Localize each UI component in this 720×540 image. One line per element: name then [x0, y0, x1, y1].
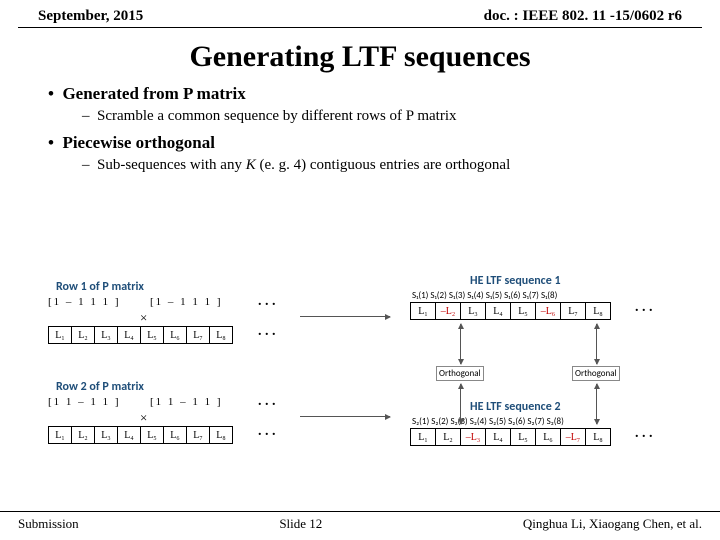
he2-cell: L₈ [586, 429, 611, 446]
he2-boxes: L₁ L₂ –L₃ L₄ L₅ L₆ –L₇ L₈ [410, 428, 611, 446]
ortho-arrow-2a [596, 324, 597, 364]
row2-vector-a: [1 1 – 1 1 ] [48, 396, 121, 408]
l-cell: L₆ [164, 427, 187, 444]
he2-cell: L₄ [486, 429, 511, 446]
ortho-label-1: Orthogonal [436, 366, 484, 381]
he2-cell: L₅ [511, 429, 536, 446]
slide-content: • Generated from P matrix – Scramble a c… [0, 84, 720, 174]
l-boxes-row2: L₁ L₂ L₃ L₄ L₅ L₆ L₇ L₈ [48, 426, 233, 444]
header-date: September, 2015 [38, 8, 143, 25]
he2-cell: L₆ [536, 429, 561, 446]
he1-cell: L₃ [461, 303, 486, 320]
l-cell: L₁ [49, 327, 72, 344]
l-cell: L₅ [141, 427, 164, 444]
he1-cell: L₁ [411, 303, 436, 320]
slide-title: Generating LTF sequences [0, 40, 720, 74]
l-cell: L₈ [210, 327, 233, 344]
dots-1: . . . [258, 294, 276, 310]
l-cell: L₂ [72, 427, 95, 444]
slide-header: September, 2015 doc. : IEEE 802. 11 -15/… [18, 0, 702, 28]
footer-left: Submission [18, 516, 79, 532]
he1-cell: L₈ [586, 303, 611, 320]
l-cell: L₈ [210, 427, 233, 444]
dots-4: . . . [258, 424, 276, 440]
he2-cell: –L₇ [561, 429, 586, 446]
ortho-arrow-1a [460, 324, 461, 364]
he2-cell: –L₃ [461, 429, 486, 446]
footer-mid: Slide 12 [279, 516, 322, 532]
ortho-arrow-1b [460, 384, 461, 424]
l-cell: L₄ [118, 327, 141, 344]
slide-footer: Submission Slide 12 Qinghua Li, Xiaogang… [0, 511, 720, 532]
he1-cell: L₅ [511, 303, 536, 320]
he1-cell: L₇ [561, 303, 586, 320]
l-cell: L₂ [72, 327, 95, 344]
bullet-1-sub: – Scramble a common sequence by differen… [82, 108, 690, 125]
l-cell: L₃ [95, 327, 118, 344]
l-cell: L₃ [95, 427, 118, 444]
ortho-arrow-2b [596, 384, 597, 424]
l-cell: L₄ [118, 427, 141, 444]
l-cell: L₇ [187, 327, 210, 344]
times-1: × [140, 310, 147, 326]
row1-vector-b: [1 – 1 1 1 ] [150, 296, 223, 308]
header-docid: doc. : IEEE 802. 11 -15/0602 r6 [484, 8, 682, 25]
dots-2: . . . [258, 324, 276, 340]
l-boxes-row1: L₁ L₂ L₃ L₄ L₅ L₆ L₇ L₈ [48, 326, 233, 344]
l-cell: L₁ [49, 427, 72, 444]
seq2-label: HE LTF sequence 2 [470, 400, 561, 414]
l-cell: L₇ [187, 427, 210, 444]
bullet-2: • Piecewise orthogonal [48, 133, 690, 153]
bullet-1: • Generated from P matrix [48, 84, 690, 104]
arrow-to-seq1 [300, 316, 390, 317]
he1-cell: L₄ [486, 303, 511, 320]
row1-vector-a: [1 – 1 1 1 ] [48, 296, 121, 308]
s2-header: S₂(1) S₂(2) S₂(3) S₂(4) S₂(5) S₂(6) S₂(7… [412, 416, 564, 427]
he1-boxes: L₁ –L₂ L₃ L₄ L₅ –L₆ L₇ L₈ [410, 302, 611, 320]
figure-area: Row 1 of P matrix [1 – 1 1 1 ] [1 – 1 1 … [0, 260, 720, 488]
he1-cell: –L₂ [436, 303, 461, 320]
row2-label: Row 2 of P matrix [56, 380, 144, 394]
he2-cell: L₁ [411, 429, 436, 446]
footer-right: Qinghua Li, Xiaogang Chen, et al. [523, 516, 702, 532]
times-2: × [140, 410, 147, 426]
seq1-label: HE LTF sequence 1 [470, 274, 561, 288]
ortho-label-2: Orthogonal [572, 366, 620, 381]
arrow-to-seq2 [300, 416, 390, 417]
dots-3: . . . [258, 394, 276, 410]
he1-cell: –L₆ [536, 303, 561, 320]
dots-6: . . . [635, 426, 653, 442]
dots-5: . . . [635, 300, 653, 316]
row1-label: Row 1 of P matrix [56, 280, 144, 294]
s1-header: S₁(1) S₁(2) S₁(3) S₁(4) S₁(5) S₁(6) S₁(7… [412, 290, 557, 301]
l-cell: L₅ [141, 327, 164, 344]
he2-cell: L₂ [436, 429, 461, 446]
row2-vector-b: [1 1 – 1 1 ] [150, 396, 223, 408]
l-cell: L₆ [164, 327, 187, 344]
bullet-2-sub: – Sub-sequences with any K (e. g. 4) con… [82, 157, 690, 174]
